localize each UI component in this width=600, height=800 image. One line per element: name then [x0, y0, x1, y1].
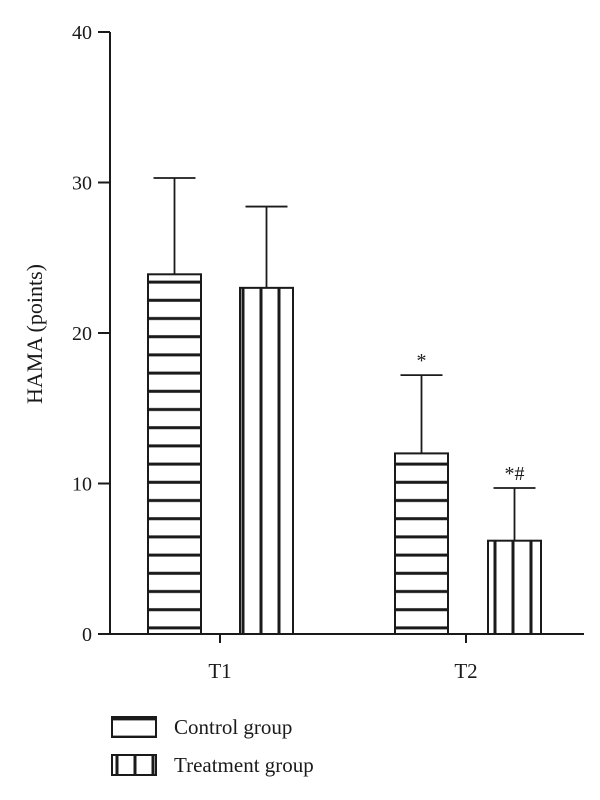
error-bars [153, 177, 536, 541]
bar-treatment-t2 [487, 539, 542, 635]
x-category-label: T2 [454, 659, 477, 683]
bar-control-t1 [147, 273, 202, 635]
y-tick-label: 20 [72, 323, 92, 345]
legend-label-control: Control group [174, 715, 292, 739]
bar-control-t2 [394, 452, 449, 635]
y-axis-title: HAMA (points) [22, 264, 47, 404]
y-tick-label: 10 [72, 474, 92, 496]
significance-marks: * *# [417, 350, 525, 485]
x-category-label: T1 [208, 659, 231, 683]
legend-label-treatment: Treatment group [174, 753, 314, 777]
legend-swatch-control [111, 716, 157, 738]
y-axis-ticks: 0 10 20 30 40 [72, 22, 110, 646]
x-axis-categories: T1 T2 [208, 634, 478, 683]
legend: Control group Treatment group [111, 715, 314, 777]
legend-swatch-treatment [111, 754, 157, 776]
y-tick-label: 40 [72, 22, 92, 44]
significance-mark: *# [505, 463, 525, 485]
y-tick-label: 30 [72, 173, 92, 195]
y-tick-label: 0 [82, 624, 92, 646]
significance-mark: * [417, 350, 427, 372]
bars [147, 273, 542, 635]
bar-treatment-t1 [239, 286, 294, 635]
